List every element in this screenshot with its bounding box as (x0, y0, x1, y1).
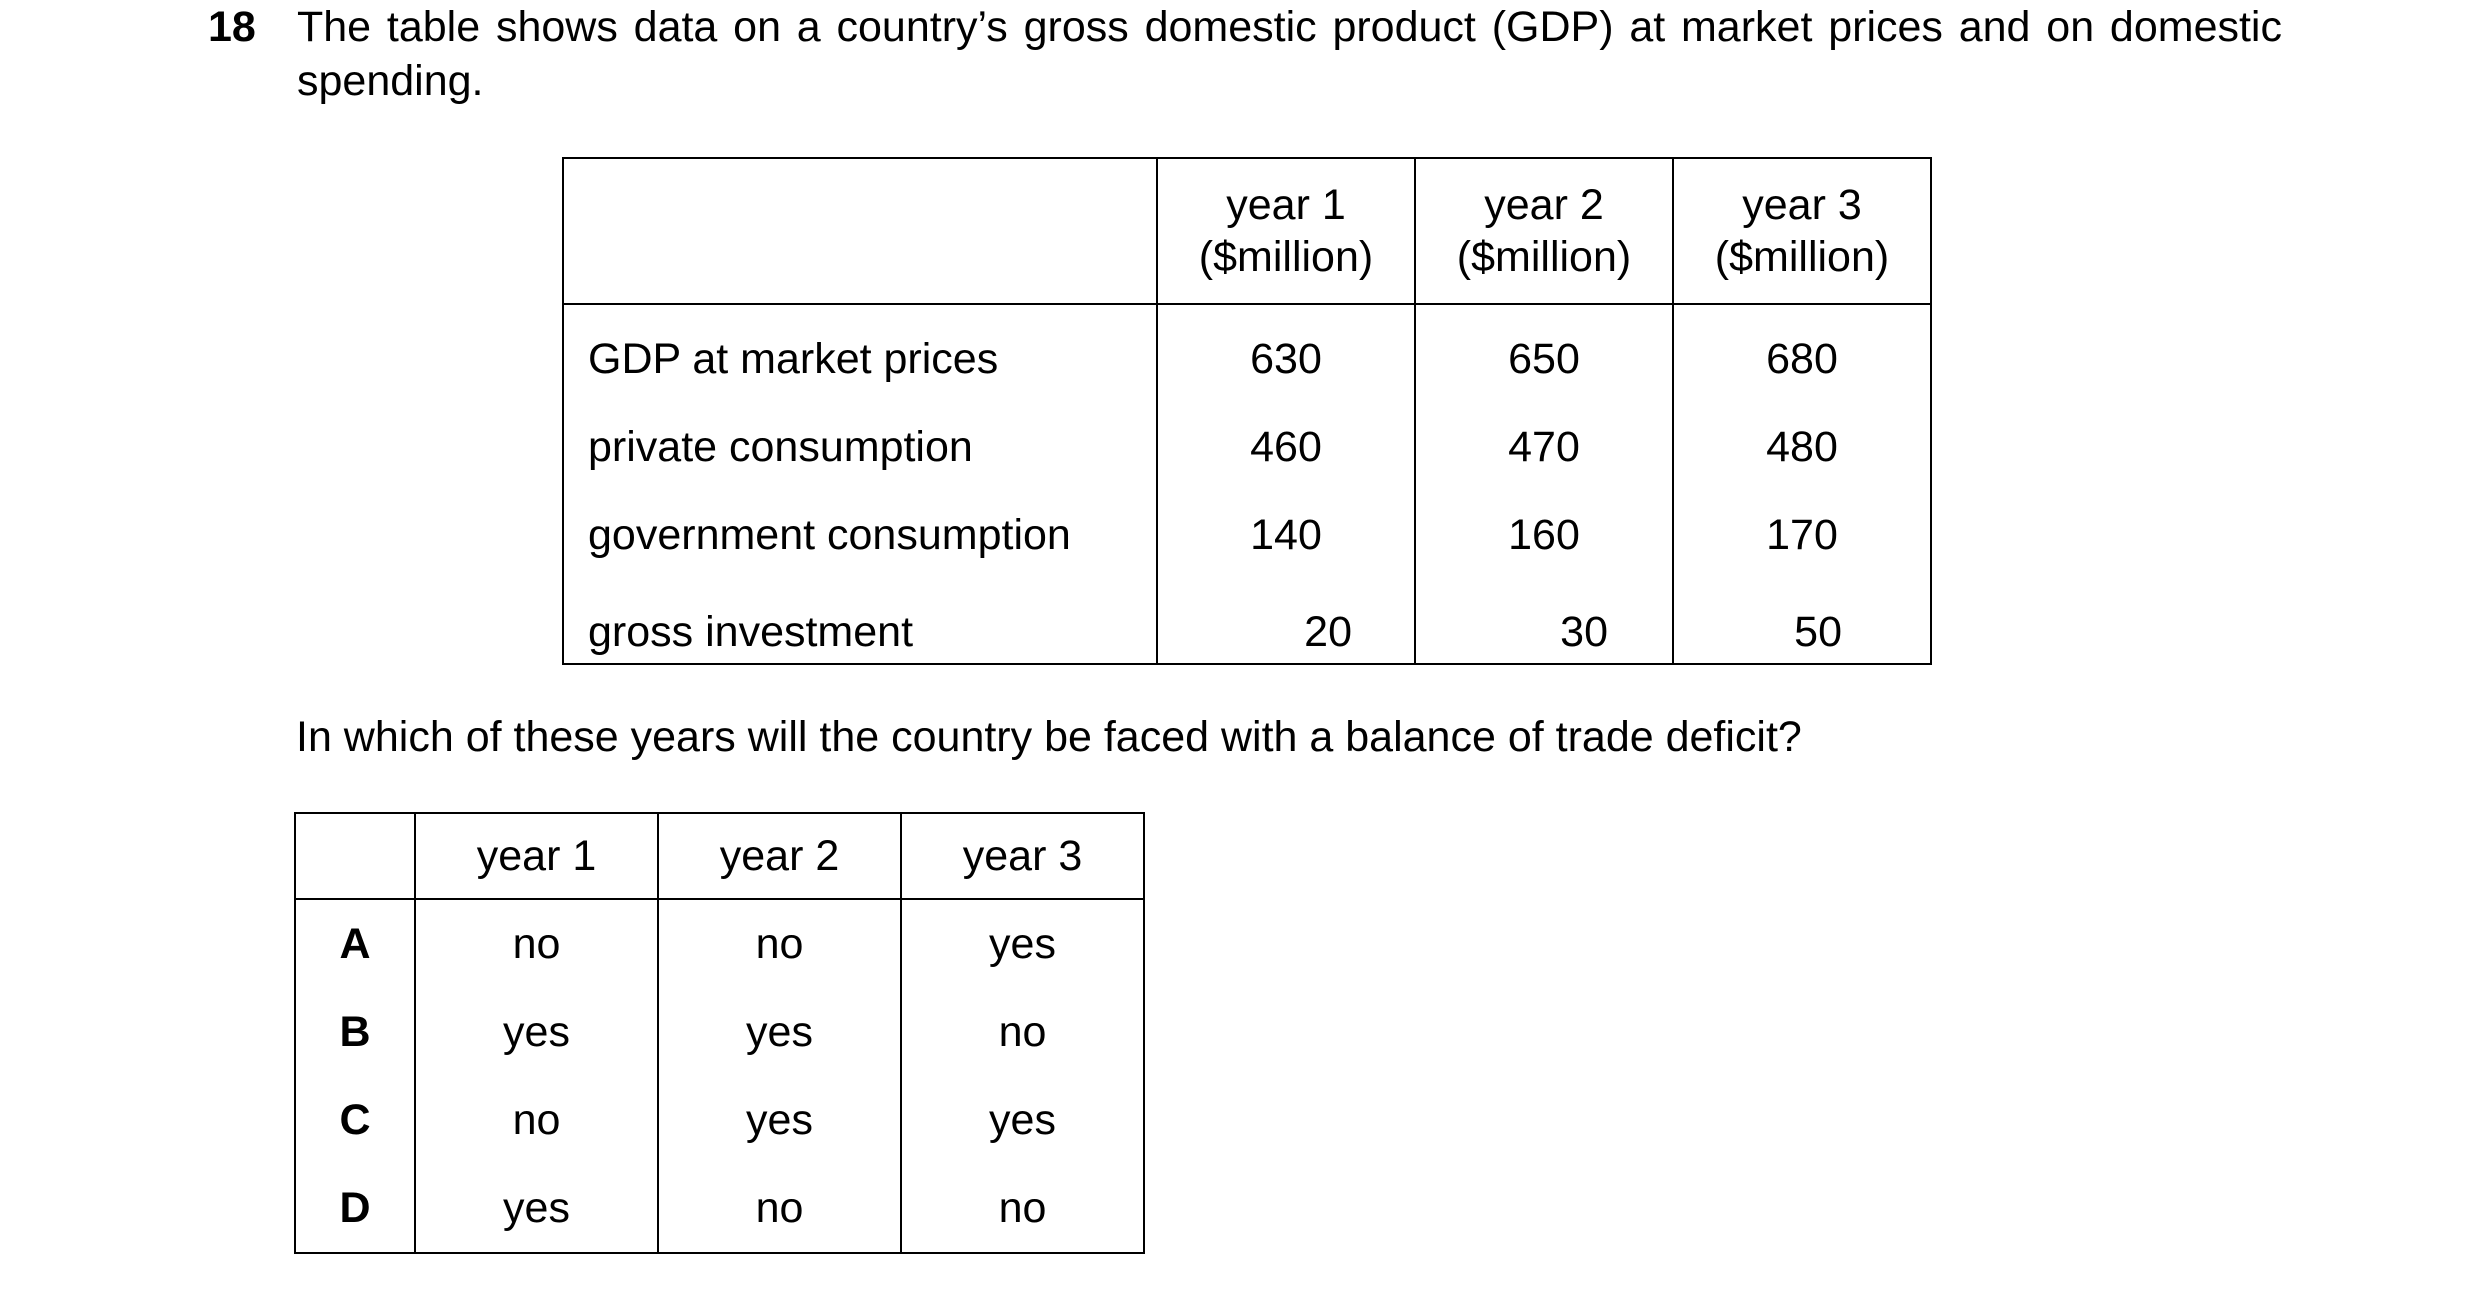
cell-value: 160 (1414, 491, 1674, 579)
option-cell: yes (900, 1076, 1145, 1164)
table-row-gdp: GDP at market prices 630 650 680 (562, 304, 1932, 403)
data-table-header-empty (562, 157, 1158, 305)
data-table: year 1 ($million) year 2 ($million) year… (562, 157, 1932, 665)
cell-value: 50 (1672, 579, 1932, 665)
option-cell: yes (657, 1076, 902, 1164)
answer-table-header-row: year 1 year 2 year 3 (294, 812, 1145, 900)
header-unit-label: ($million) (1456, 233, 1632, 281)
answer-option-d[interactable]: D yes no no (294, 1164, 1145, 1254)
table-row-gross-investment: gross investment 20 30 50 (562, 579, 1932, 665)
cell-value: 170 (1672, 491, 1932, 579)
data-table-header-row: year 1 ($million) year 2 ($million) year… (562, 157, 1932, 305)
table-row-private-consumption: private consumption 460 470 480 (562, 403, 1932, 491)
data-table-header-year-1: year 1 ($million) (1156, 157, 1416, 305)
answer-header-year-3: year 3 (900, 812, 1145, 900)
cell-value: 650 (1414, 304, 1674, 403)
cell-value: 140 (1156, 491, 1416, 579)
row-label: government consumption (562, 491, 1158, 579)
answer-header-year-2: year 2 (657, 812, 902, 900)
question-number: 18 (208, 3, 256, 51)
option-cell: no (657, 1164, 902, 1254)
cell-value: 680 (1672, 304, 1932, 403)
option-cell: yes (657, 988, 902, 1076)
answer-option-a[interactable]: A no no yes (294, 899, 1145, 988)
cell-value: 480 (1672, 403, 1932, 491)
question-intro: The table shows data on a country’s gros… (297, 3, 2282, 105)
cell-value: 30 (1414, 579, 1674, 665)
answer-header-year-1: year 1 (414, 812, 659, 900)
option-cell: no (900, 1164, 1145, 1254)
option-cell: yes (414, 1164, 659, 1254)
option-cell: yes (414, 988, 659, 1076)
option-cell: no (414, 1076, 659, 1164)
question-prompt: In which of these years will the country… (296, 713, 1802, 761)
option-key: B (294, 988, 416, 1076)
cell-value: 20 (1156, 579, 1416, 665)
data-table-header-year-2: year 2 ($million) (1414, 157, 1674, 305)
row-label: private consumption (562, 403, 1158, 491)
data-table-header-year-3: year 3 ($million) (1672, 157, 1932, 305)
cell-value: 630 (1156, 304, 1416, 403)
answer-header-empty (294, 812, 416, 900)
cell-value: 460 (1156, 403, 1416, 491)
option-cell: no (900, 988, 1145, 1076)
option-key: D (294, 1164, 416, 1254)
row-label: GDP at market prices (562, 304, 1158, 403)
answer-option-c[interactable]: C no yes yes (294, 1076, 1145, 1164)
header-year-label: year 2 (1484, 181, 1604, 229)
answer-options-table: year 1 year 2 year 3 A no no yes B yes y… (294, 812, 1145, 1254)
option-cell: no (657, 899, 902, 988)
answer-option-b[interactable]: B yes yes no (294, 988, 1145, 1076)
cell-value: 470 (1414, 403, 1674, 491)
option-cell: yes (900, 899, 1145, 988)
table-row-government-consumption: government consumption 140 160 170 (562, 491, 1932, 579)
header-year-label: year 1 (1226, 181, 1346, 229)
header-unit-label: ($million) (1198, 233, 1374, 281)
header-year-label: year 3 (1742, 181, 1862, 229)
header-unit-label: ($million) (1714, 233, 1890, 281)
row-label: gross investment (562, 579, 1158, 665)
option-key: A (294, 899, 416, 988)
option-key: C (294, 1076, 416, 1164)
option-cell: no (414, 899, 659, 988)
